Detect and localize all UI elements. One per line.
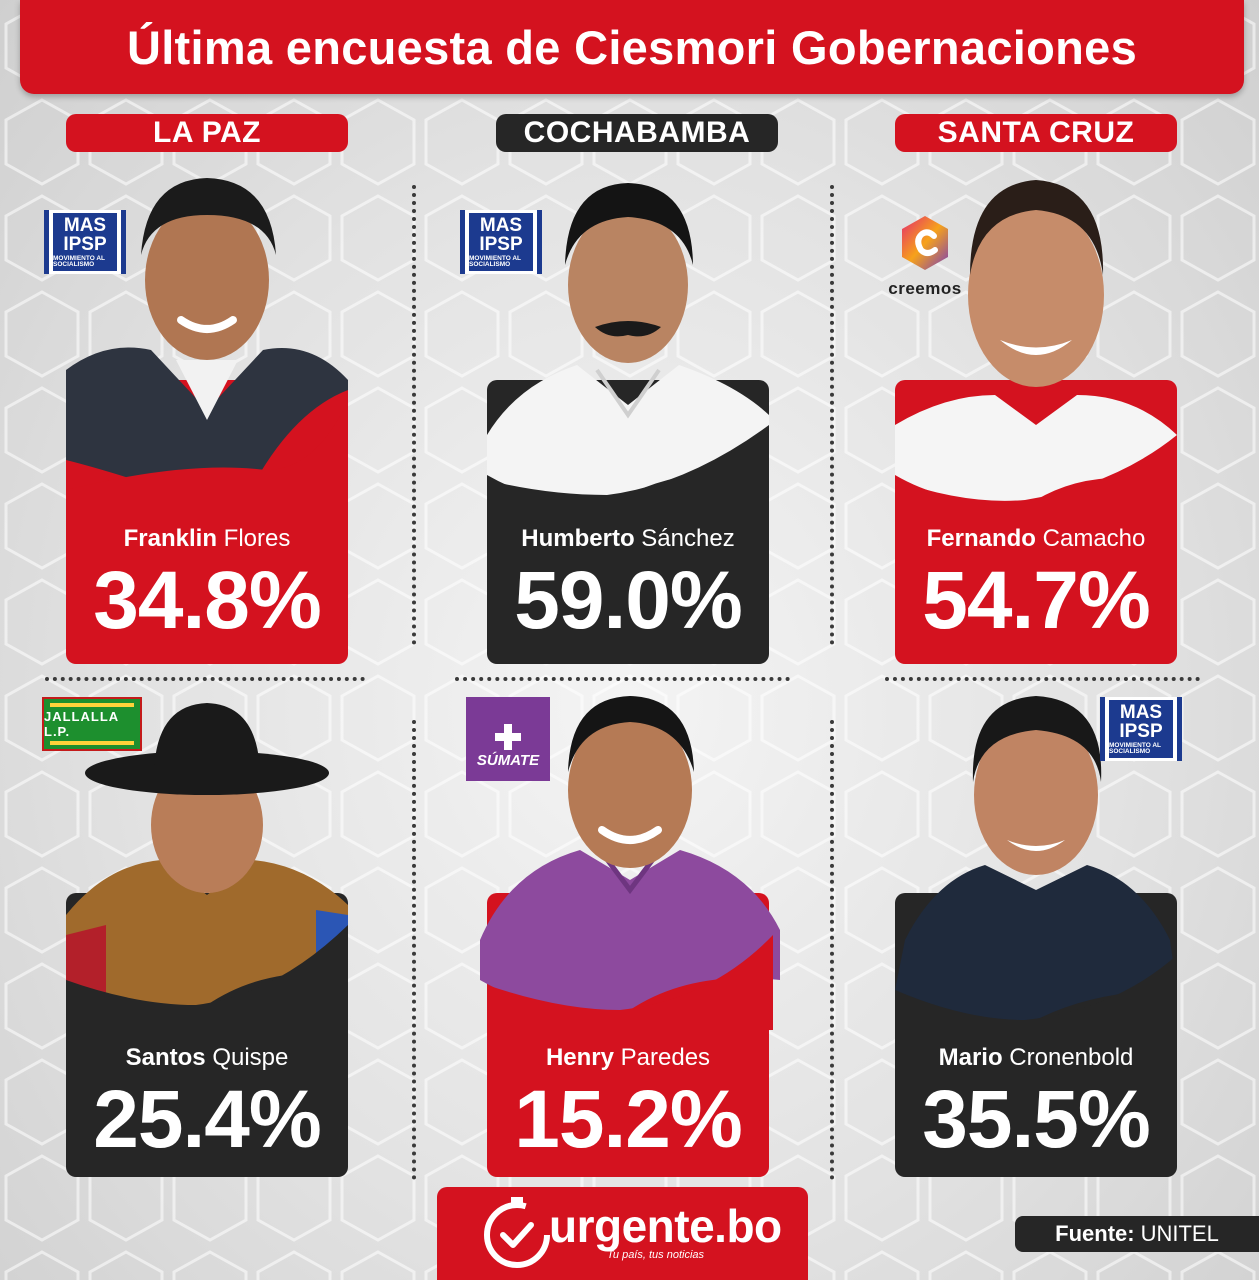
candidate-name: Fernando Camacho	[926, 525, 1146, 552]
region-la-paz: LA PAZ	[66, 114, 348, 152]
source-label: Fuente: UNITEL	[1015, 1216, 1259, 1252]
region-santa-cruz: SANTA CRUZ	[895, 114, 1177, 152]
column-separator	[830, 185, 834, 645]
column-separator	[412, 185, 416, 645]
candidate-name: Humberto Sánchez	[521, 525, 735, 552]
creemos-logo: creemos	[880, 212, 970, 299]
candidate-name: Henry Paredes	[545, 1044, 711, 1071]
title-banner: Última encuesta de Ciesmori Gobernacione…	[20, 0, 1244, 94]
column-separator	[412, 720, 416, 1180]
brand-name: urgente.bo	[549, 1200, 782, 1252]
candidate-name: Santos Quispe	[125, 1044, 289, 1071]
candidate-percent: 54.7%	[922, 555, 1151, 646]
mas-ipsp-logo: MAS IPSP MOVIMIENTO AL SOCIALISMO	[1100, 697, 1182, 761]
row-separator	[455, 677, 790, 681]
candidate-name: Mario Cronenbold	[938, 1044, 1134, 1071]
candidate-photo	[66, 695, 348, 1025]
column-separator	[830, 720, 834, 1180]
urgente-bo-logo: urgente.bo Tu país, tus noticias	[437, 1187, 808, 1280]
row-separator	[885, 677, 1200, 681]
candidate-photo	[895, 690, 1177, 1030]
candidate-photo	[895, 165, 1177, 510]
candidate-percent: 59.0%	[514, 555, 743, 646]
candidate-name: Franklin Flores	[123, 525, 291, 552]
candidate-percent: 15.2%	[514, 1074, 743, 1165]
candidate-photo	[66, 160, 348, 505]
sumate-logo: SÚMATE	[466, 697, 550, 781]
candidate-percent: 34.8%	[93, 555, 322, 646]
row-separator	[45, 677, 365, 681]
jallalla-logo: JALLALLA L.P.	[42, 697, 142, 751]
candidate-photo	[487, 175, 769, 505]
mas-ipsp-logo: MAS IPSP MOVIMIENTO AL SOCIALISMO	[44, 210, 126, 274]
mas-ipsp-logo: MAS IPSP MOVIMIENTO AL SOCIALISMO	[460, 210, 542, 274]
creemos-icon	[902, 216, 948, 270]
candidate-percent: 35.5%	[922, 1074, 1151, 1165]
candidate-photo	[480, 690, 780, 1030]
clock-check-icon	[484, 1197, 550, 1268]
page-title: Última encuesta de Ciesmori Gobernacione…	[126, 20, 1138, 74]
candidate-percent: 25.4%	[93, 1074, 322, 1165]
brand-tagline: Tu país, tus noticias	[607, 1249, 705, 1261]
plus-icon	[495, 724, 521, 750]
region-cochabamba: COCHABAMBA	[496, 114, 778, 152]
